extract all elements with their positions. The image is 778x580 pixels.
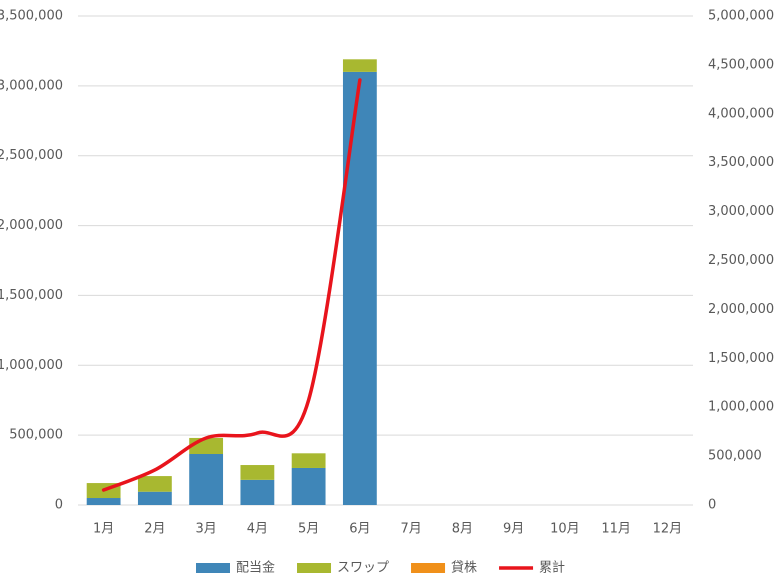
y2-tick-label: 1,500,000	[708, 351, 774, 366]
y-tick-label: 3,000,000	[0, 78, 63, 93]
x-tick-label: 9月	[503, 522, 524, 537]
x-tick-label: 7月	[400, 522, 421, 537]
x-tick-label: 8月	[452, 522, 473, 537]
y2-tick-label: 4,500,000	[708, 57, 774, 72]
y-tick-label: 2,000,000	[0, 218, 63, 233]
x-tick-label: 12月	[653, 522, 683, 537]
bar-segment	[137, 491, 172, 505]
legend-swatch	[196, 563, 230, 573]
y-tick-label: 0	[55, 498, 63, 513]
x-tick-label: 11月	[601, 522, 631, 537]
bar-segment	[240, 479, 275, 505]
bar-segment	[189, 454, 224, 505]
y2-tick-label: 3,000,000	[708, 204, 774, 219]
y2-tick-label: 1,000,000	[708, 400, 774, 415]
y2-tick-label: 4,000,000	[708, 106, 774, 121]
x-tick-label: 6月	[349, 522, 370, 537]
y2-tick-label: 2,500,000	[708, 253, 774, 268]
y2-tick-label: 2,000,000	[708, 302, 774, 317]
legend-label: 貸株	[451, 560, 477, 576]
y-tick-label: 500,000	[9, 428, 63, 443]
y2-tick-label: 3,500,000	[708, 155, 774, 170]
y-tick-label: 3,500,000	[0, 9, 63, 24]
legend-swatch	[411, 563, 446, 573]
legend-label: 累計	[539, 560, 565, 576]
x-tick-label: 3月	[195, 522, 216, 537]
legend-label: 配当金	[236, 560, 275, 576]
x-tick-label: 1月	[93, 522, 114, 537]
legend-swatch	[297, 563, 332, 573]
x-tick-label: 2月	[144, 522, 165, 537]
y-tick-label: 1,500,000	[0, 288, 63, 303]
bar-segment	[86, 498, 121, 505]
y2-tick-label: 5,000,000	[708, 9, 774, 24]
bar-segment	[240, 465, 275, 480]
y2-tick-label: 500,000	[708, 449, 762, 464]
cumulative-line	[101, 78, 362, 492]
y-tick-label: 2,500,000	[0, 148, 63, 163]
x-tick-label: 4月	[247, 522, 268, 537]
y-tick-label: 1,000,000	[0, 358, 63, 373]
bar-segment	[342, 59, 377, 72]
bar-segment	[291, 467, 326, 505]
bar-segment	[291, 453, 326, 468]
bar-segment	[137, 476, 172, 492]
legend-label: スワップ	[337, 561, 389, 576]
x-tick-label: 10月	[550, 522, 580, 537]
bar-segment	[342, 71, 377, 505]
y2-tick-label: 0	[708, 498, 716, 513]
x-tick-label: 5月	[298, 522, 319, 537]
